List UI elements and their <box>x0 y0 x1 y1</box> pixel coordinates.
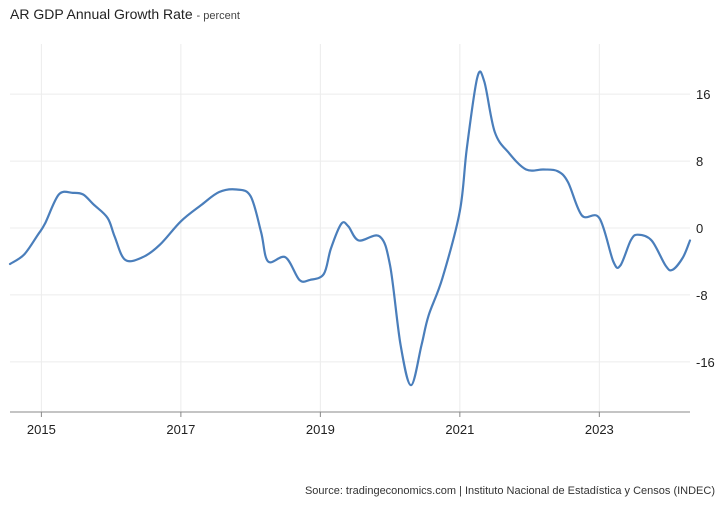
series-line <box>8 70 692 387</box>
chart-title: AR GDP Annual Growth Rate - percent <box>10 6 240 22</box>
y-tick-label: 0 <box>696 221 703 236</box>
x-tick-label: 2017 <box>166 422 195 437</box>
chart-tick-labels: 16 8 0 -8 -16 2015 2017 2019 2021 2023 <box>27 87 715 437</box>
chart-axes <box>10 411 690 417</box>
chart-series <box>8 70 692 387</box>
y-tick-label: 8 <box>696 154 703 169</box>
x-tick-label: 2015 <box>27 422 56 437</box>
y-tick-label: -16 <box>696 355 715 370</box>
chart-title-text: AR GDP Annual Growth Rate <box>10 6 193 22</box>
chart-unit: percent <box>203 10 240 22</box>
x-tick-label: 2023 <box>585 422 614 437</box>
line-chart: 16 8 0 -8 -16 2015 2017 2019 2021 2023 <box>8 44 715 437</box>
y-tick-label: 16 <box>696 87 710 102</box>
chart-grid <box>10 44 690 412</box>
x-tick-label: 2019 <box>306 422 335 437</box>
y-tick-label: -8 <box>696 288 708 303</box>
x-tick-label: 2021 <box>445 422 474 437</box>
source-attribution: Source: tradingeconomics.com | Instituto… <box>304 485 715 497</box>
chart-title-unit-prefix: - <box>196 10 204 22</box>
